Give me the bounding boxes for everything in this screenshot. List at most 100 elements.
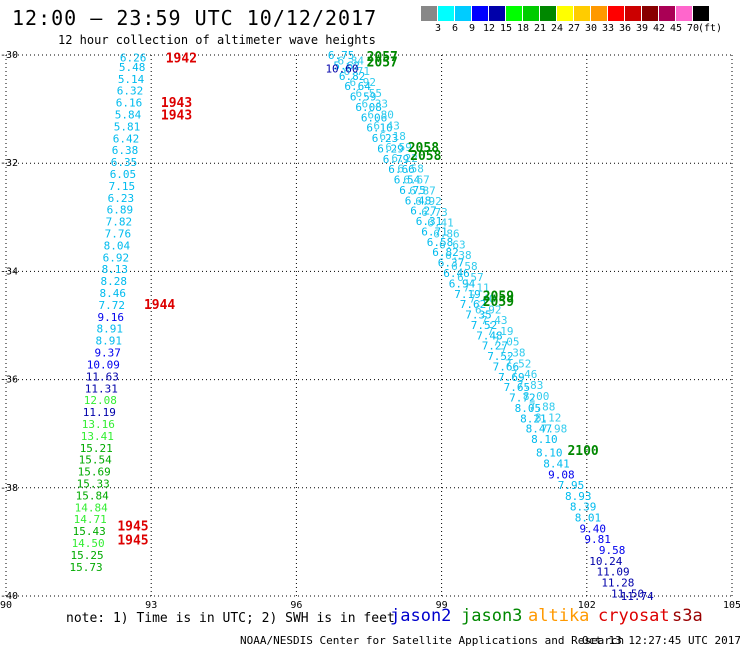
wave-height-obs: 11.50 bbox=[611, 587, 644, 600]
colorbar-swatch bbox=[540, 6, 557, 21]
wave-height-obs: 15.43 bbox=[73, 525, 106, 538]
wave-height-obs: 5.48 bbox=[119, 61, 146, 74]
wave-height-obs: 9.40 bbox=[580, 522, 607, 535]
wave-height-obs: 6.80 bbox=[367, 109, 394, 122]
wave-height-obs: 13.41 bbox=[81, 430, 114, 443]
lon-tick-label: 90 bbox=[0, 600, 12, 611]
wave-height-obs: 6.18 bbox=[379, 130, 406, 143]
wave-height-obs: 6.55 bbox=[355, 87, 382, 100]
wave-height-obs: 7.52 bbox=[487, 350, 514, 363]
colorbar-swatch bbox=[455, 6, 472, 21]
wave-height-obs: 11.74 bbox=[621, 590, 654, 603]
wave-height-obs: 6.10 bbox=[366, 122, 393, 135]
wave-height-obs: 6.58 bbox=[451, 260, 478, 273]
wave-height-obs: 7.40 bbox=[469, 292, 496, 305]
wave-height-obs: 15.25 bbox=[71, 549, 104, 562]
wave-height-obs: 7.19 bbox=[454, 288, 481, 301]
wave-height-obs: 6.42 bbox=[113, 132, 140, 145]
wave-height-obs: 8.46 bbox=[100, 287, 127, 300]
wave-height-obs: 6.79 bbox=[383, 153, 410, 166]
wave-height-obs: 6.05 bbox=[110, 168, 137, 181]
pass-time-label: 1945 bbox=[117, 520, 148, 535]
pass-time-label: 2058 bbox=[408, 141, 439, 156]
wave-height-obs: 7.83 bbox=[517, 379, 544, 392]
wave-height-obs: 7.72 bbox=[509, 392, 536, 405]
colorbar-swatch bbox=[659, 6, 676, 21]
wave-height-obs: 6.58 bbox=[397, 163, 424, 176]
credit-line: NOAA/NESDIS Center for Satellite Applica… bbox=[240, 634, 625, 647]
wave-height-obs: 7.98 bbox=[541, 422, 568, 435]
wave-height-obs: 7.27 bbox=[482, 340, 509, 353]
pass-time-label: 2059 bbox=[483, 295, 514, 310]
wave-height-obs: 7.72 bbox=[99, 299, 126, 312]
wave-height-obs: 8.10 bbox=[536, 447, 563, 460]
wave-height-obs: 15.54 bbox=[79, 454, 112, 467]
colorbar-unit: (ft) bbox=[698, 23, 723, 34]
wave-height-obs: 6.32 bbox=[117, 85, 144, 98]
wave-height-obs: 8.47 bbox=[526, 423, 553, 436]
wave-height-obs: 8.10 bbox=[531, 433, 558, 446]
wave-height-obs: 5.62 bbox=[333, 59, 360, 72]
wave-height-obs: 8.91 bbox=[95, 335, 122, 348]
wave-height-obs: 8.01 bbox=[575, 512, 602, 525]
wave-height-obs: 6.06 bbox=[361, 111, 388, 124]
wave-height-obs: 6.82 bbox=[339, 70, 366, 83]
wave-height-obs: 5.81 bbox=[114, 120, 141, 133]
wave-height-obs: 15.69 bbox=[78, 466, 111, 479]
wave-height-obs: 6.57 bbox=[457, 271, 484, 284]
wave-height-obs: 6.92 bbox=[415, 195, 442, 208]
lat-tick-label: -34 bbox=[0, 266, 18, 277]
pass-time-label: 1943 bbox=[161, 109, 192, 124]
wave-height-obs: 11.31 bbox=[85, 382, 118, 395]
wave-height-obs: 6.84 bbox=[338, 54, 365, 67]
colorbar-label: 12 bbox=[482, 23, 496, 34]
wave-height-obs: 9.81 bbox=[584, 533, 611, 546]
wave-height-obs: 6.89 bbox=[107, 204, 134, 217]
legend-jason3: jason3 bbox=[461, 606, 523, 626]
lon-tick-label: 99 bbox=[436, 600, 448, 611]
wave-height-obs: 6.38 bbox=[445, 249, 472, 262]
colorbar-label: 70 bbox=[686, 23, 700, 34]
lat-tick-label: -30 bbox=[0, 50, 18, 61]
wave-height-obs: 15.33 bbox=[77, 477, 110, 490]
wave-height-obs: 6.16 bbox=[116, 97, 143, 110]
wave-height-obs: 6.22 bbox=[391, 152, 418, 165]
wave-height-obs: 7.76 bbox=[105, 228, 132, 241]
colorbar-swatch bbox=[489, 6, 506, 21]
wave-height-obs: 6.66 bbox=[388, 163, 415, 176]
wave-height-obs: 11.28 bbox=[601, 576, 634, 589]
wave-height-obs: 8.93 bbox=[565, 490, 592, 503]
wave-height-obs: 10.09 bbox=[87, 358, 120, 371]
wave-height-obs: 11.19 bbox=[83, 406, 116, 419]
wave-height-obs: 6.27 bbox=[410, 205, 437, 218]
wave-height-obs: 7.38 bbox=[499, 347, 526, 360]
wave-height-obs: 7.43 bbox=[481, 314, 508, 327]
wave-height-obs: 7.35 bbox=[465, 309, 492, 322]
colorbar-label: 42 bbox=[652, 23, 666, 34]
wave-height-obs: 6.67 bbox=[403, 173, 430, 186]
wave-height-obs: 7.48 bbox=[476, 329, 503, 342]
wave-height-obs: 15.21 bbox=[80, 442, 113, 455]
lat-tick-label: -38 bbox=[0, 483, 18, 494]
wave-height-obs: 7.82 bbox=[106, 216, 133, 229]
wave-height-obs: 7.05 bbox=[493, 336, 519, 349]
wave-height-obs: 7.52 bbox=[471, 319, 498, 332]
wave-height-obs: 8.00 bbox=[523, 390, 550, 403]
wave-height-obs: 6.38 bbox=[112, 144, 139, 157]
wave-height-obs: 13.16 bbox=[82, 418, 115, 431]
colorbar-swatch bbox=[608, 6, 625, 21]
wave-height-obs: 14.84 bbox=[75, 501, 108, 514]
wave-height-obs: 8.91 bbox=[96, 323, 123, 336]
wave-height-obs: 6.59 bbox=[385, 141, 412, 154]
wave-height-obs: 8.28 bbox=[101, 275, 128, 288]
wave-height-obs: 11.09 bbox=[596, 566, 629, 579]
wave-height-obs: 6.87 bbox=[409, 184, 436, 197]
wave-height-obs: 10.24 bbox=[589, 555, 622, 568]
wave-height-obs: 6.94 bbox=[449, 277, 476, 290]
wave-height-obs: 6.46 bbox=[443, 267, 470, 280]
pass-time-label: 2057 bbox=[367, 55, 398, 70]
wave-height-obs: 6.23 bbox=[372, 132, 399, 145]
wave-height-obs: 8.04 bbox=[104, 239, 131, 252]
pass-time-label: 1945 bbox=[117, 534, 148, 549]
